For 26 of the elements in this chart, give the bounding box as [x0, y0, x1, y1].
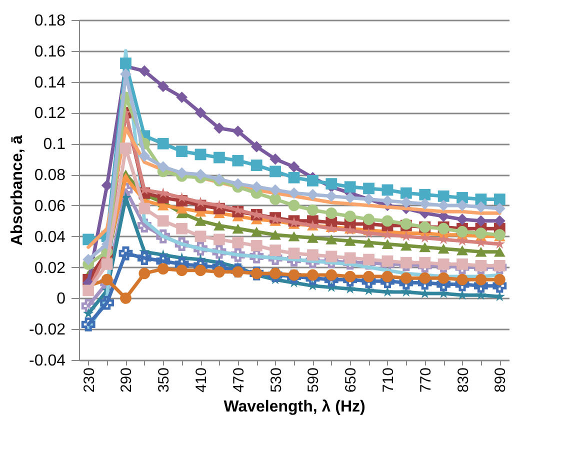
y-tick-label: 0.18: [34, 12, 66, 30]
x-tick-label: 410: [193, 368, 210, 393]
y-tick-label: 0: [56, 290, 66, 308]
x-tick-label: 890: [492, 368, 510, 393]
x-tick-label: 770: [417, 368, 434, 393]
x-tick-label: 650: [342, 368, 360, 393]
x-tick-label: 350: [156, 368, 173, 393]
y-tick-label: 0.14: [34, 74, 66, 92]
x-tick-label: 290: [118, 368, 136, 393]
x-tick-label: 590: [305, 368, 322, 393]
y-tick-label: -0.02: [29, 322, 66, 339]
y-axis-title: Absorbance, ā: [9, 135, 26, 246]
y-tick-label: -0.04: [29, 352, 66, 370]
x-tick-label: 710: [380, 368, 397, 393]
y-tick-label: 0.06: [34, 198, 66, 215]
x-tick-label: 470: [230, 368, 248, 393]
x-tick-label: 230: [80, 368, 98, 393]
y-tick-label: 0.12: [34, 105, 66, 122]
y-tick-label: 0.16: [34, 43, 66, 60]
y-tick-label: 0.08: [34, 167, 66, 184]
y-tick-label: 0.04: [34, 228, 66, 246]
x-axis-title: Wavelength, λ (Hz): [224, 398, 366, 416]
y-tick-label: 0.1: [43, 136, 66, 154]
x-tick-label: 530: [268, 368, 285, 393]
x-tick-label: 830: [454, 368, 472, 393]
y-tick-label: 0.02: [34, 260, 66, 277]
